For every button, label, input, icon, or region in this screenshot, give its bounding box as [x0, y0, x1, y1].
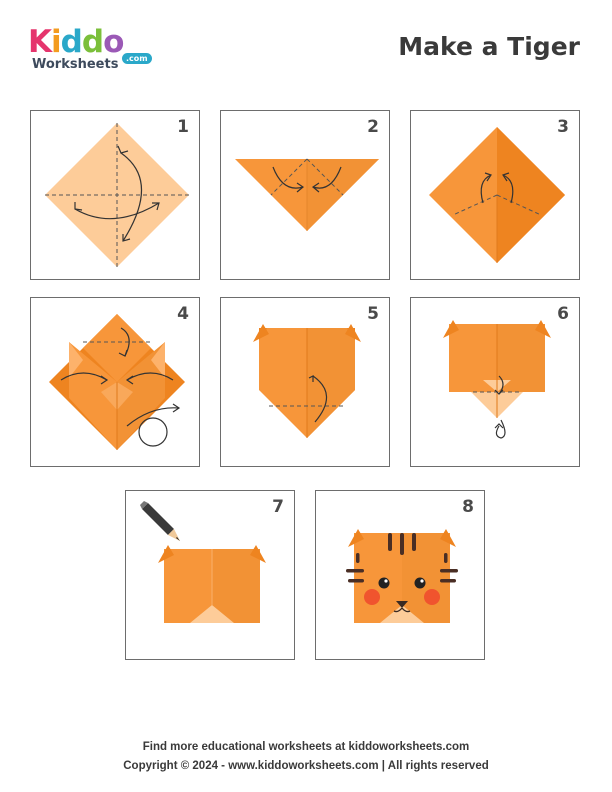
logo-letter-d1: d	[60, 24, 83, 60]
step-8-diagram	[346, 529, 458, 623]
step-8-panel: 8	[315, 490, 485, 660]
tiger-cheeks	[364, 589, 440, 605]
logo-letter-o: o	[103, 24, 124, 60]
step-8-number: 8	[462, 497, 474, 517]
step-4-diagram	[49, 314, 185, 450]
step-5-panel: 5	[220, 297, 390, 467]
step-6-number: 6	[557, 304, 569, 324]
step-5-diagram	[253, 324, 361, 438]
step-6-panel: 6	[410, 297, 580, 467]
step-4-panel: 4	[30, 297, 200, 467]
step-3-number: 3	[557, 117, 569, 137]
step-1-number: 1	[177, 117, 189, 137]
step-6-diagram	[443, 320, 551, 439]
kiddo-logo: Kiddo Worksheets .com	[28, 26, 158, 76]
step-3-diagram	[429, 127, 565, 263]
footer-line-2: Copyright © 2024 - www.kiddoworksheets.c…	[123, 760, 489, 772]
step-2-number: 2	[367, 117, 379, 137]
logo-domain: .com	[122, 53, 152, 64]
page-title: Make a Tiger	[398, 32, 580, 61]
tiger-stripes	[346, 533, 458, 583]
logo-wordmark: Kiddo	[28, 24, 124, 60]
step-1-panel: 1	[30, 110, 200, 280]
step-2-panel: 2	[220, 110, 390, 280]
step-3-panel: 3	[410, 110, 580, 280]
tiger-nose	[393, 601, 411, 613]
logo-subtitle: Worksheets	[32, 57, 119, 72]
step-1-diagram	[45, 123, 189, 267]
step-7-diagram	[140, 501, 266, 623]
step-4-number: 4	[177, 304, 189, 324]
step-5-number: 5	[367, 304, 379, 324]
logo-letter-i: i	[51, 24, 62, 60]
tiger-eyes	[378, 577, 426, 589]
step-2-diagram	[235, 158, 379, 231]
logo-letter-k: K	[28, 24, 52, 60]
footer-line-1: Find more educational worksheets at kidd…	[142, 741, 470, 753]
logo-letter-d2: d	[81, 24, 104, 60]
step-7-number: 7	[272, 497, 284, 517]
step-7-panel: 7	[125, 490, 295, 660]
pencil-icon	[140, 501, 180, 541]
